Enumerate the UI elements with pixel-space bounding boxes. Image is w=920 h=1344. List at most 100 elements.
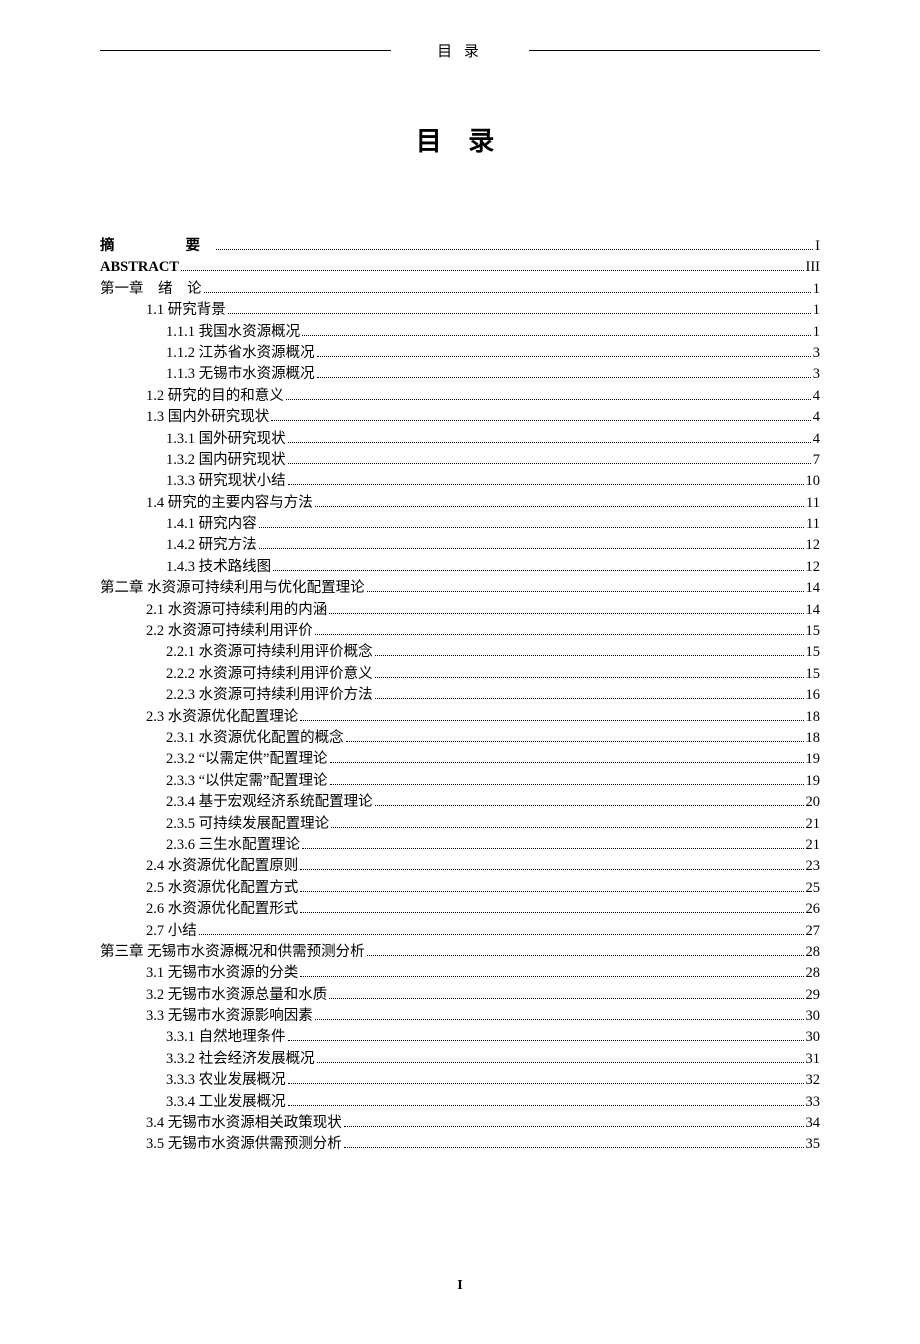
toc-entry-page: 3 xyxy=(813,345,820,362)
toc-dot-leader xyxy=(300,912,803,913)
toc-dot-leader xyxy=(329,613,803,614)
toc-entry-label: 1.4.2 研究方法 xyxy=(166,537,257,554)
toc-entry-page: 11 xyxy=(806,495,820,512)
toc-entry-page: 25 xyxy=(806,880,821,897)
toc-dot-leader xyxy=(288,484,804,485)
toc-entry: 1.3.3 研究现状小结10 xyxy=(100,473,820,490)
toc-entry: 3.3.1 自然地理条件 30 xyxy=(100,1029,820,1046)
toc-entry: 2.1 水资源可持续利用的内涵14 xyxy=(100,602,820,619)
toc-entry-page: 12 xyxy=(806,559,821,576)
toc-entry: 2.2.1 水资源可持续利用评价概念15 xyxy=(100,644,820,661)
toc-entry-label: 1.2 研究的目的和意义 xyxy=(146,388,284,405)
toc-entry: 2.2.2 水资源可持续利用评价意义 15 xyxy=(100,666,820,683)
toc-entry: 3.1 无锡市水资源的分类 28 xyxy=(100,965,820,982)
toc-entry-page: 30 xyxy=(806,1029,821,1046)
toc-entry: 3.2 无锡市水资源总量和水质 29 xyxy=(100,987,820,1004)
toc-entry: 2.4 水资源优化配置原则23 xyxy=(100,858,820,875)
toc-entry-page: 4 xyxy=(813,388,820,405)
toc-entry-label: 1.3 国内外研究现状 xyxy=(146,409,269,426)
toc-entry: 3.3.3 农业发展概况32 xyxy=(100,1072,820,1089)
toc-entry-label: 2.7 小结 xyxy=(146,923,197,940)
toc-entry-page: 31 xyxy=(806,1051,821,1068)
page-title: 目 录 xyxy=(100,121,820,158)
toc-entry-label: 2.3.5 可持续发展配置理论 xyxy=(166,816,329,833)
toc-entry-label: 1.3.3 研究现状小结 xyxy=(166,473,286,490)
toc-entry: 2.3.1 水资源优化配置的概念18 xyxy=(100,730,820,747)
toc-entry-page: 19 xyxy=(806,773,821,790)
toc-entry-label: 3.1 无锡市水资源的分类 xyxy=(146,965,298,982)
toc-entry-label: 3.5 无锡市水资源供需预测分析 xyxy=(146,1136,342,1153)
toc-entry: 2.2 水资源可持续利用评价15 xyxy=(100,623,820,640)
toc-dot-leader xyxy=(315,1019,804,1020)
toc-entry: 1.4.2 研究方法12 xyxy=(100,537,820,554)
toc-entry-label: 1.1.3 无锡市水资源概况 xyxy=(166,366,315,383)
toc-entry-page: 18 xyxy=(806,709,821,726)
toc-entry-page: 33 xyxy=(806,1094,821,1111)
toc-entry: 1.1.2 江苏省水资源概况 3 xyxy=(100,345,820,362)
toc-entry-label: 1.1.1 我国水资源概况 xyxy=(166,324,300,341)
toc-entry: 2.5 水资源优化配置方式 25 xyxy=(100,880,820,897)
toc-entry-label: 2.2.2 水资源可持续利用评价意义 xyxy=(166,666,373,683)
toc-dot-leader xyxy=(344,1126,804,1127)
toc-entry-page: 32 xyxy=(806,1072,821,1089)
toc-entry: 1.4.1 研究内容11 xyxy=(100,516,820,533)
toc-entry-label: 2.2.1 水资源可持续利用评价概念 xyxy=(166,644,373,661)
toc-dot-leader xyxy=(288,1105,804,1106)
toc-entry-label: 3.3.2 社会经济发展概况 xyxy=(166,1051,315,1068)
toc-entry-page: 28 xyxy=(806,965,821,982)
toc-dot-leader xyxy=(367,591,804,592)
toc-dot-leader xyxy=(315,634,804,635)
toc-entry-label: 2.3.3 “以供定需”配置理论 xyxy=(166,773,328,790)
toc-entry-page: 23 xyxy=(806,858,821,875)
toc-entry-label: 2.3.6 三生水配置理论 xyxy=(166,837,300,854)
toc-entry: 1.1.3 无锡市水资源概况 3 xyxy=(100,366,820,383)
toc-dot-leader xyxy=(302,848,803,849)
toc-entry-label: 2.6 水资源优化配置形式 xyxy=(146,901,298,918)
toc-entry-label: 第一章 绪 论 xyxy=(100,281,202,298)
toc-entry: 1.1.1 我国水资源概况1 xyxy=(100,324,820,341)
page-number-footer: I xyxy=(0,1278,920,1294)
toc-dot-leader xyxy=(216,249,813,250)
toc-entry-page: 1 xyxy=(813,281,820,298)
toc-entry-label: 2.3.2 “以需定供”配置理论 xyxy=(166,751,328,768)
toc-dot-leader xyxy=(288,1040,804,1041)
toc-dot-leader xyxy=(300,976,803,977)
toc-entry-page: 7 xyxy=(813,452,820,469)
toc-dot-leader xyxy=(331,827,803,828)
toc-dot-leader xyxy=(315,506,804,507)
toc-entry-page: 29 xyxy=(806,987,821,1004)
toc-entry: 2.3.2 “以需定供”配置理论 19 xyxy=(100,751,820,768)
toc-entry-label: 2.5 水资源优化配置方式 xyxy=(146,880,298,897)
toc-dot-leader xyxy=(228,313,811,314)
toc-entry-label: 3.2 无锡市水资源总量和水质 xyxy=(146,987,327,1004)
toc-entry-page: 15 xyxy=(806,666,821,683)
toc-entry-page: 21 xyxy=(806,816,821,833)
toc-entry-label: 1.1.2 江苏省水资源概况 xyxy=(166,345,315,362)
toc-entry-page: 3 xyxy=(813,366,820,383)
toc-dot-leader xyxy=(288,463,811,464)
toc-dot-leader xyxy=(300,720,803,721)
toc-entry: 1.4.3 技术路线图12 xyxy=(100,559,820,576)
toc-entry-label: 1.3.2 国内研究现状 xyxy=(166,452,286,469)
toc-entry-page: 4 xyxy=(813,409,820,426)
toc-dot-leader xyxy=(273,570,803,571)
toc-entry-label: ABSTRACT xyxy=(100,259,179,276)
toc-entry-label: 3.3.1 自然地理条件 xyxy=(166,1029,286,1046)
toc-entry: ABSTRACTIII xyxy=(100,259,820,276)
toc-entry: 2.3.3 “以供定需”配置理论 19 xyxy=(100,773,820,790)
toc-entry-label: 2.2.3 水资源可持续利用评价方法 xyxy=(166,687,373,704)
header-rule-right xyxy=(529,50,820,51)
toc-dot-leader xyxy=(259,527,804,528)
toc-entry-label: 3.4 无锡市水资源相关政策现状 xyxy=(146,1115,342,1132)
toc-entry: 第二章 水资源可持续利用与优化配置理论14 xyxy=(100,580,820,597)
toc-entry-page: 19 xyxy=(806,751,821,768)
toc-entry-page: 34 xyxy=(806,1115,821,1132)
toc-dot-leader xyxy=(317,356,811,357)
toc-dot-leader xyxy=(375,805,804,806)
toc-entry: 3.5 无锡市水资源供需预测分析35 xyxy=(100,1136,820,1153)
toc-entry: 1.2 研究的目的和意义 4 xyxy=(100,388,820,405)
toc-entry-page: I xyxy=(815,238,820,255)
toc-entry: 第一章 绪 论 1 xyxy=(100,281,820,298)
toc-dot-leader xyxy=(346,741,804,742)
toc-dot-leader xyxy=(300,891,803,892)
